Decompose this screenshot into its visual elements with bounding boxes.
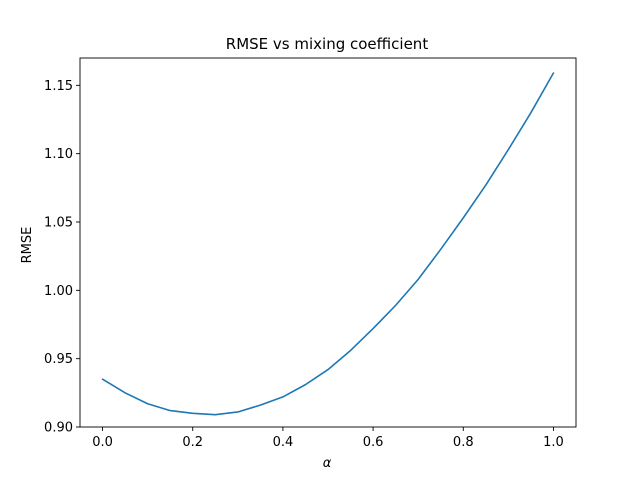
x-tick-label: 0.6 bbox=[363, 435, 384, 450]
plot-frame bbox=[79, 57, 577, 428]
x-axis-label: α bbox=[323, 456, 332, 471]
y-tick-label: 1.05 bbox=[44, 216, 73, 231]
series-line-0 bbox=[101, 72, 555, 416]
plot-area: 0.0 0.2 0.4 0.6 0.8 1.0 0.90 0.95 1.00 1.05 1.10 1.… bbox=[44, 57, 577, 450]
x-tick-label: 0.4 bbox=[273, 435, 294, 450]
y-tick-label: 1.10 bbox=[44, 147, 73, 162]
x-tick-label: 0.2 bbox=[182, 435, 203, 450]
x-tick-label: 1.0 bbox=[543, 435, 564, 450]
y-tick-label: 1.15 bbox=[44, 79, 73, 94]
y-tick-label: 0.95 bbox=[44, 352, 73, 367]
y-tick-label: 0.90 bbox=[44, 421, 73, 436]
x-tick-label: 0.8 bbox=[453, 435, 474, 450]
y-tick-label: 1.00 bbox=[44, 284, 73, 299]
chart-title: RMSE vs mixing coefficient bbox=[226, 35, 429, 53]
x-tick-label: 0.0 bbox=[92, 435, 113, 450]
y-axis-label: RMSE bbox=[20, 227, 35, 264]
